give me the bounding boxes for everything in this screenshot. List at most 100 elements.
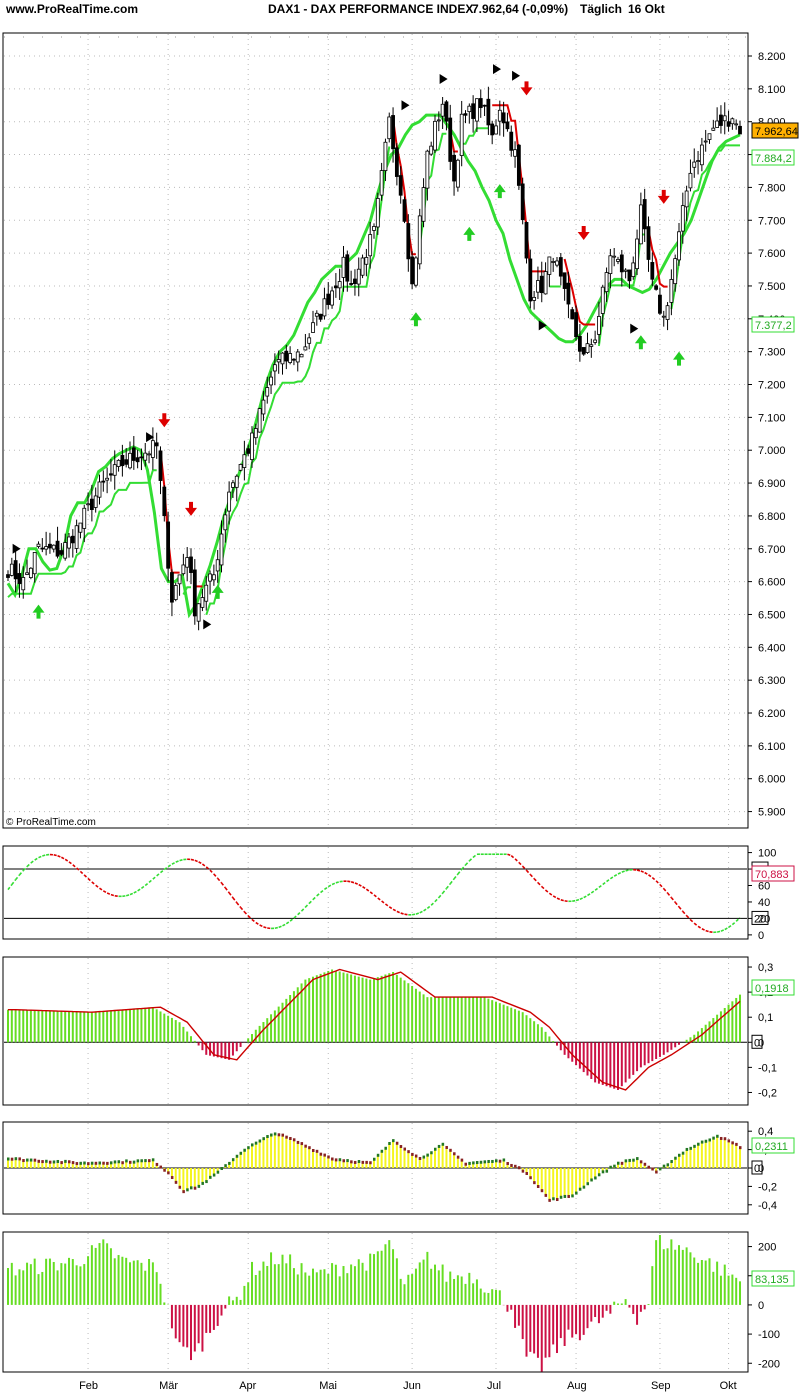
mom-cap bbox=[144, 1159, 147, 1163]
stop-last-value: 7.884,2 bbox=[755, 153, 792, 165]
candle-body bbox=[185, 557, 190, 568]
mom-cap bbox=[148, 1159, 151, 1163]
candle-body bbox=[562, 272, 567, 289]
mom-cap bbox=[323, 1153, 326, 1157]
mom-cap bbox=[563, 1194, 567, 1198]
price-tick-label: 6.700 bbox=[758, 544, 786, 556]
osc-segment bbox=[133, 890, 139, 894]
candle-body bbox=[455, 159, 460, 188]
candle-body bbox=[478, 98, 483, 109]
price-panel bbox=[2, 32, 749, 829]
osc-segment bbox=[129, 892, 135, 896]
candle-body bbox=[463, 113, 468, 116]
sell-arrow bbox=[657, 189, 670, 204]
mom-cap bbox=[243, 1148, 246, 1152]
price-tick-label: 6.600 bbox=[758, 577, 786, 589]
mom-cap bbox=[670, 1160, 673, 1164]
osc-segment bbox=[99, 887, 104, 892]
stop-last-box bbox=[751, 149, 795, 166]
panel-tick-label: 40 bbox=[758, 897, 770, 909]
mom-cap bbox=[292, 1138, 296, 1142]
candle-body bbox=[261, 399, 266, 415]
mom-cap bbox=[224, 1164, 227, 1168]
mom-cap bbox=[113, 1160, 117, 1164]
osc-segment bbox=[548, 892, 554, 897]
price-tick-label: 6.800 bbox=[758, 511, 786, 523]
mom-last-box bbox=[751, 1137, 795, 1154]
month-axis: Feb Mär Apr Mai Jun Jul Aug Sep Okt bbox=[79, 1380, 737, 1392]
ma-last-box bbox=[751, 316, 795, 333]
panel-tick-label: 200 bbox=[758, 1242, 776, 1254]
mom-cap bbox=[373, 1157, 376, 1161]
mom-cap bbox=[395, 1141, 399, 1145]
candle-body bbox=[642, 199, 647, 230]
mom-cap bbox=[327, 1155, 330, 1159]
triangle-marker bbox=[538, 320, 547, 331]
candle-body bbox=[425, 150, 430, 189]
mom-cap bbox=[411, 1152, 414, 1156]
mom-cap bbox=[590, 1178, 593, 1182]
candle-body bbox=[398, 175, 403, 196]
osc-20-label: 20 bbox=[754, 913, 766, 925]
price-tick-label: 8.100 bbox=[758, 84, 786, 96]
candle-body bbox=[147, 453, 151, 456]
candle-body bbox=[253, 428, 258, 439]
candle-body bbox=[116, 459, 121, 467]
mom-cap bbox=[346, 1159, 349, 1163]
mom-cap bbox=[247, 1146, 250, 1150]
mom-cap bbox=[693, 1144, 696, 1148]
mom-cap bbox=[517, 1166, 521, 1170]
mom-cap bbox=[167, 1171, 170, 1175]
mom-cap bbox=[559, 1195, 563, 1199]
osc-segment bbox=[163, 866, 169, 871]
candle-body bbox=[616, 258, 620, 262]
month-label: Mär bbox=[159, 1380, 178, 1392]
candle-body bbox=[311, 322, 315, 333]
candle-body bbox=[570, 309, 575, 320]
osc-segment bbox=[34, 857, 39, 861]
osc-segment bbox=[76, 867, 81, 873]
mom-cap bbox=[60, 1161, 63, 1165]
osc-segment bbox=[587, 892, 592, 897]
mom-cap bbox=[697, 1142, 700, 1146]
candle-body bbox=[368, 234, 373, 257]
candle-body bbox=[181, 564, 186, 575]
price-tick-label: 7.100 bbox=[758, 412, 786, 424]
candle-body bbox=[154, 442, 159, 447]
price-tick-label: 7.700 bbox=[758, 215, 786, 227]
osc-segment bbox=[686, 915, 692, 921]
candle-body bbox=[703, 140, 708, 143]
mom-cap bbox=[487, 1159, 490, 1163]
candle-body bbox=[669, 279, 674, 303]
candle-body bbox=[574, 312, 578, 338]
sell-arrow bbox=[158, 413, 171, 428]
osc-segment bbox=[87, 877, 93, 883]
mom-cap bbox=[151, 1158, 155, 1162]
osc-segment bbox=[110, 893, 115, 897]
mom-cap bbox=[586, 1182, 589, 1186]
candle-body bbox=[162, 486, 167, 517]
candle-body bbox=[67, 536, 71, 549]
mom-cap bbox=[529, 1176, 532, 1180]
mom-cap bbox=[571, 1194, 574, 1198]
mom-cap bbox=[350, 1160, 353, 1164]
candle-body bbox=[97, 481, 102, 498]
site-url[interactable]: www.ProRealTime.com bbox=[5, 2, 138, 16]
osc-segment bbox=[91, 881, 97, 886]
candle-body bbox=[497, 109, 502, 122]
mom-cap bbox=[98, 1161, 101, 1165]
mom-cap bbox=[369, 1161, 372, 1165]
candle-body bbox=[475, 98, 479, 122]
candle-body bbox=[524, 222, 529, 259]
month-label: Mai bbox=[319, 1380, 337, 1392]
candle-body bbox=[440, 103, 445, 117]
osc-segment bbox=[228, 892, 234, 899]
month-label: Jul bbox=[487, 1380, 501, 1392]
candle-body bbox=[32, 552, 37, 575]
osc-segment bbox=[114, 894, 119, 898]
mom-cap bbox=[353, 1160, 357, 1164]
osc-segment bbox=[224, 887, 230, 894]
osc-segment bbox=[106, 892, 112, 896]
osc-segment bbox=[263, 926, 268, 929]
osc-segment bbox=[144, 881, 150, 887]
